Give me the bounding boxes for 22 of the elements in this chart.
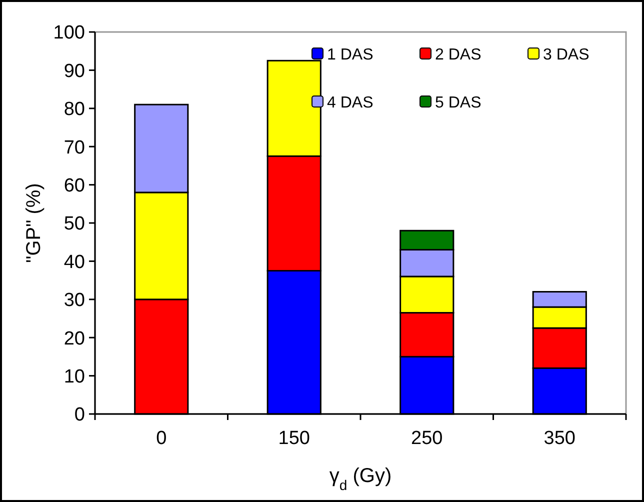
y-tick-label: 10 [64, 366, 85, 388]
legend-label: 4 DAS [327, 94, 374, 112]
y-tick-label: 100 [53, 22, 85, 44]
legend-label: 3 DAS [543, 46, 590, 64]
x-tick-label: 0 [156, 428, 167, 449]
y-tick-label: 80 [64, 99, 85, 120]
legend-label: 2 DAS [435, 46, 482, 64]
y-tick-label: 70 [64, 137, 85, 158]
x-tick-label: 150 [278, 428, 310, 449]
y-tick-label: 60 [64, 175, 85, 196]
x-tick-label: 250 [411, 428, 443, 449]
y-tick-label: 40 [64, 252, 85, 273]
legend-label: 1 DAS [327, 46, 374, 64]
x-axis-title: γ$_{d}$ (Gy) [329, 465, 392, 493]
legend-label: 5 DAS [435, 94, 482, 112]
y-tick-label: 90 [64, 60, 85, 82]
y-axis-title: "GP" (%) [23, 183, 45, 263]
y-tick-label: 0 [74, 404, 85, 426]
x-tick-label: 350 [544, 428, 576, 449]
y-tick-label: 30 [64, 290, 85, 312]
y-tick-label: 20 [64, 328, 85, 350]
y-tick-label: 50 [64, 214, 85, 235]
